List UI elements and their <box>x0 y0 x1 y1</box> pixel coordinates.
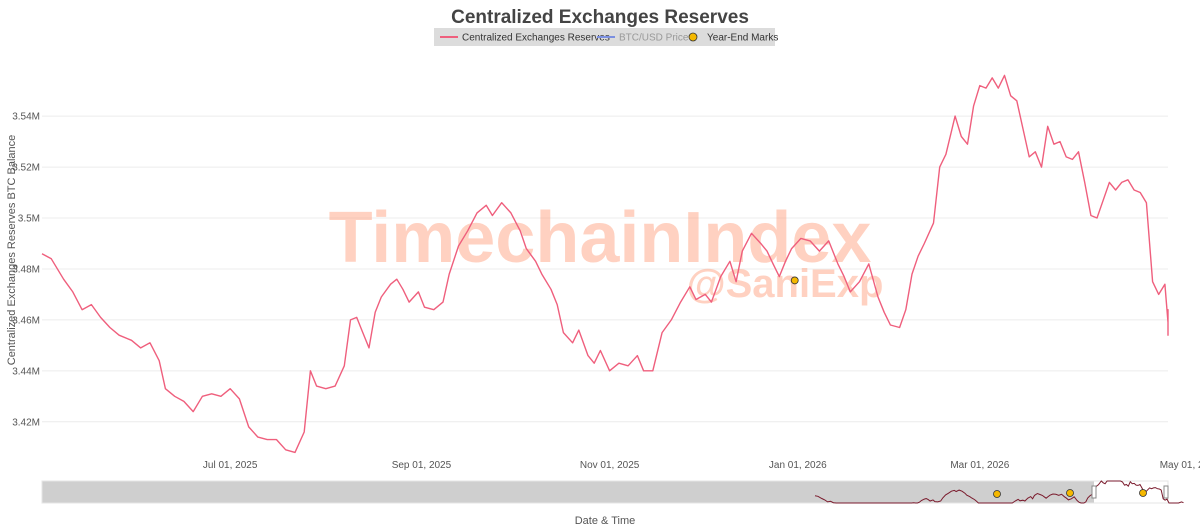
gridlines <box>42 115 1168 423</box>
watermark-text: TimechainIndex <box>329 198 872 278</box>
chart-title: Centralized Exchanges Reserves <box>451 7 749 28</box>
legend-reserves-label: Centralized Exchanges Reserves <box>462 33 610 44</box>
x-tick-label: Mar 01, 2026 <box>950 460 1009 471</box>
x-tick-label: May 01, 2026 <box>1160 460 1200 471</box>
y-tick-label: 3.52M <box>12 163 40 174</box>
y-tick-label: 3.44M <box>12 366 40 377</box>
legend-year-end-marker <box>688 32 698 42</box>
series-line-reserves <box>41 74 1169 454</box>
legend-year-end-label: Year-End Marks <box>707 33 778 44</box>
y-tick-label: 3.46M <box>12 315 40 326</box>
navigator-unselected-range <box>42 481 1094 503</box>
y-tick-label: 3.5M <box>18 214 40 225</box>
year-end-marks <box>790 276 799 285</box>
legend-item-reserves[interactable]: Centralized Exchanges Reserves <box>440 33 610 44</box>
x-axis-label: Date & Time <box>575 515 636 527</box>
x-tick-label: Sep 01, 2025 <box>392 460 452 471</box>
y-tick-label: 3.48M <box>12 264 40 275</box>
navigator-year-end-mark <box>993 490 1001 498</box>
x-axis: Jul 01, 2025 Sep 01, 2025 Nov 01, 2025 Jan … <box>203 460 1200 471</box>
navigator-year-end-mark <box>1066 489 1074 497</box>
x-tick-label: Jan 01, 2026 <box>769 460 827 471</box>
range-navigator[interactable] <box>41 480 1184 504</box>
watermark: TimechainIndex @SaniExp <box>329 198 884 306</box>
navigator-marks <box>993 489 1147 498</box>
navigator-year-end-mark <box>1139 489 1147 497</box>
y-axis: 3.42M 3.44M 3.46M 3.48M 3.5M 3.52M 3.54M <box>12 112 40 429</box>
x-tick-label: Jul 01, 2025 <box>203 460 258 471</box>
x-tick-label: Nov 01, 2025 <box>580 460 640 471</box>
y-tick-label: 3.42M <box>12 417 40 428</box>
watermark-handle: @SaniExp <box>687 262 884 306</box>
legend-item-btc-price[interactable]: BTC/USD Price <box>597 33 689 44</box>
navigator-handle-right[interactable] <box>1163 485 1169 499</box>
navigator-handle-left[interactable] <box>1091 485 1097 499</box>
legend: Centralized Exchanges Reserves BTC/USD P… <box>434 28 778 46</box>
year-end-mark[interactable] <box>790 276 799 285</box>
legend-btc-price-label: BTC/USD Price <box>619 33 689 44</box>
legend-item-year-end-marks[interactable]: Year-End Marks <box>688 32 778 44</box>
y-axis-label: Centralized Exchanges Reserves BTC Balan… <box>6 135 18 366</box>
y-tick-label: 3.54M <box>12 112 40 123</box>
navigator-series-line <box>814 480 1184 504</box>
